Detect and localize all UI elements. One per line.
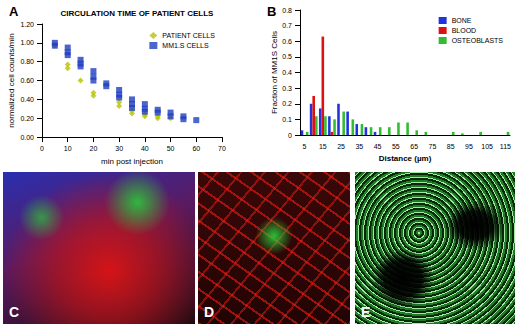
svg-text:PATIENT CELLS: PATIENT CELLS: [162, 32, 215, 39]
svg-text:75: 75: [428, 143, 436, 150]
svg-text:0.20: 0.20: [20, 115, 34, 122]
svg-text:50: 50: [167, 145, 175, 152]
svg-text:0.80: 0.80: [20, 58, 34, 65]
html-text:D: D: [204, 304, 215, 320]
svg-text:25: 25: [337, 143, 345, 150]
svg-text:0: 0: [40, 145, 44, 152]
svg-text:0.00: 0.00: [20, 134, 34, 141]
svg-text:60: 60: [192, 145, 200, 152]
svg-text:normalized cell counts/min: normalized cell counts/min: [7, 33, 16, 127]
svg-text:0: 0: [288, 132, 292, 139]
svg-text:65: 65: [410, 143, 418, 150]
svg-text:20: 20: [90, 145, 98, 152]
html-text:E: E: [361, 304, 371, 320]
svg-text:55: 55: [392, 143, 400, 150]
html-text:C: C: [9, 304, 20, 320]
svg-text:85: 85: [447, 143, 455, 150]
svg-text:BONE: BONE: [452, 17, 472, 24]
svg-text:min post injection: min post injection: [101, 157, 163, 166]
svg-text:0.4: 0.4: [282, 69, 292, 76]
svg-text:0.7: 0.7: [282, 22, 292, 29]
svg-text:70: 70: [218, 145, 226, 152]
svg-text:0.40: 0.40: [20, 96, 34, 103]
svg-text:0.60: 0.60: [20, 77, 34, 84]
svg-text:15: 15: [319, 143, 327, 150]
svg-text:CIRCULATION TIME OF PATIENT CE: CIRCULATION TIME OF PATIENT CELLS: [61, 9, 215, 18]
svg-text:0.1: 0.1: [282, 116, 292, 123]
svg-text:10: 10: [64, 145, 72, 152]
svg-text:MM1.S CELLS: MM1.S CELLS: [162, 42, 209, 49]
svg-text:Fraction of MM1S Cells: Fraction of MM1S Cells: [270, 31, 279, 114]
svg-text:A: A: [9, 4, 19, 19]
svg-text:30: 30: [115, 145, 123, 152]
svg-text:95: 95: [465, 143, 473, 150]
svg-text:115: 115: [500, 143, 511, 150]
svg-text:1.20: 1.20: [20, 21, 34, 28]
svg-text:0.3: 0.3: [282, 85, 292, 92]
svg-text:35: 35: [355, 143, 363, 150]
svg-text:OSTEOBLASTS: OSTEOBLASTS: [452, 37, 504, 44]
svg-text:45: 45: [374, 143, 382, 150]
svg-text:BLOOD: BLOOD: [452, 27, 477, 34]
svg-text:B: B: [267, 4, 276, 19]
svg-text:40: 40: [141, 145, 149, 152]
svg-text:105: 105: [481, 143, 493, 150]
svg-text:1.00: 1.00: [20, 39, 34, 46]
svg-text:0.6: 0.6: [282, 38, 292, 45]
svg-text:0.2: 0.2: [282, 100, 292, 107]
svg-text:0.8: 0.8: [282, 7, 292, 14]
svg-text:Distance (µm): Distance (µm): [379, 154, 432, 163]
svg-text:5: 5: [303, 143, 307, 150]
svg-text:0.5: 0.5: [282, 53, 292, 60]
